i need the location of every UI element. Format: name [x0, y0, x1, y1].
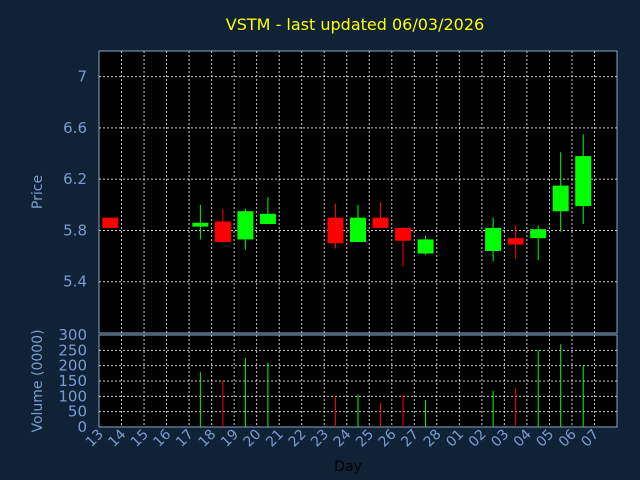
day-tick-label: 23 — [308, 427, 332, 451]
candle-body — [102, 217, 119, 228]
candle-body — [259, 213, 276, 225]
day-tick-label: 07 — [578, 427, 602, 451]
price-tick-label: 7 — [77, 68, 87, 86]
candle-body — [214, 221, 231, 242]
price-tick-label: 6.6 — [63, 119, 87, 137]
candle-body — [350, 217, 366, 242]
volume-tick-label: 150 — [58, 372, 87, 390]
price-tick-label: 6.2 — [63, 170, 87, 188]
day-tick-label: 15 — [128, 427, 152, 451]
day-tick-label: 25 — [353, 427, 377, 451]
day-tick-label: 16 — [150, 426, 174, 450]
day-tick-label: 06 — [556, 426, 580, 450]
candle-body — [417, 239, 434, 254]
candle-body — [507, 238, 524, 245]
volume-tick-label: 200 — [58, 357, 87, 375]
day-tick-label: 18 — [196, 427, 220, 451]
price-axis-label: Price — [30, 175, 46, 209]
volume-tick-label: 100 — [58, 387, 87, 405]
price-panel: 5.4 5.8 6.2 6.6 7 — [63, 50, 618, 334]
price-tick-label: 5.8 — [63, 221, 87, 239]
volume-tick-label: 0 — [77, 418, 87, 436]
volume-tick-label: 300 — [58, 326, 87, 344]
day-tick-label: 14 — [105, 426, 129, 450]
candle-body — [485, 227, 502, 251]
day-tick-label: 19 — [218, 427, 242, 451]
candle-body — [575, 156, 592, 207]
day-tick-label: 24 — [331, 426, 355, 450]
candle-body — [192, 222, 209, 227]
price-tick-label: 5.4 — [63, 273, 87, 291]
day-tick-label: 20 — [241, 427, 265, 451]
candle-body — [530, 229, 547, 239]
volume-tick-label: 50 — [68, 403, 87, 421]
day-tick-label: 17 — [173, 427, 197, 451]
day-tick-label: 22 — [286, 427, 310, 451]
volume-panel: 0501001502002503001314151617181920212223… — [58, 326, 618, 451]
day-tick-label: 04 — [511, 426, 535, 450]
candle-body — [395, 227, 412, 241]
day-tick-label: 27 — [398, 427, 422, 451]
candle-body — [237, 211, 254, 240]
day-tick-label: 01 — [443, 427, 467, 451]
candle-body — [552, 185, 569, 212]
candle-body — [327, 217, 344, 244]
day-tick-label: 28 — [421, 427, 445, 451]
day-tick-label: 21 — [263, 427, 287, 451]
price-plot-area — [98, 50, 618, 334]
day-axis-label: Day — [334, 459, 362, 475]
day-tick-label: 05 — [533, 427, 557, 451]
day-tick-label: 02 — [466, 427, 490, 451]
candle-body — [372, 217, 389, 228]
volume-axis-label: Volume (0000) — [30, 329, 46, 432]
volume-tick-label: 250 — [58, 341, 87, 359]
day-tick-label: 03 — [488, 427, 512, 451]
chart-title: VSTM - last updated 06/03/2026 — [226, 15, 484, 34]
day-tick-label: 26 — [376, 426, 400, 450]
